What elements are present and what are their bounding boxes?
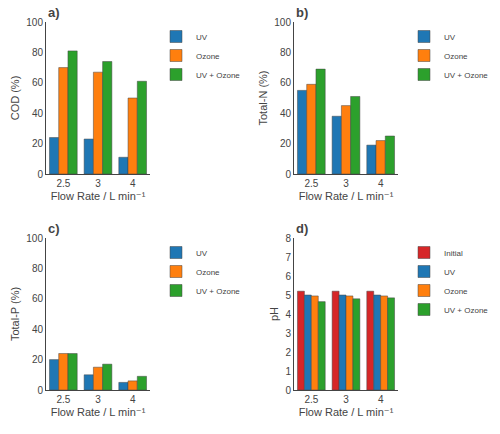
svg-text:UV: UV — [444, 268, 456, 277]
svg-text:a): a) — [48, 5, 60, 20]
svg-text:5: 5 — [285, 290, 291, 301]
svg-text:Flow Rate / L min⁻¹: Flow Rate / L min⁻¹ — [51, 190, 146, 202]
svg-text:UV: UV — [196, 33, 208, 42]
svg-text:100: 100 — [26, 233, 43, 244]
svg-text:60: 60 — [280, 77, 292, 88]
svg-text:d): d) — [296, 221, 308, 236]
svg-text:7: 7 — [285, 252, 291, 263]
svg-text:4: 4 — [285, 309, 291, 320]
svg-text:20: 20 — [32, 354, 44, 365]
svg-text:0: 0 — [285, 169, 291, 180]
svg-text:Ozone: Ozone — [444, 287, 468, 296]
svg-text:20: 20 — [280, 138, 292, 149]
svg-text:UV: UV — [444, 33, 456, 42]
svg-text:20: 20 — [32, 138, 44, 149]
svg-text:0: 0 — [37, 169, 43, 180]
svg-text:b): b) — [296, 5, 308, 20]
svg-text:2.5: 2.5 — [56, 394, 70, 405]
svg-text:Total-P (%): Total-P (%) — [9, 287, 21, 341]
svg-text:3: 3 — [95, 178, 101, 189]
svg-text:2.5: 2.5 — [304, 394, 318, 405]
svg-text:40: 40 — [280, 108, 292, 119]
svg-text:UV + Ozone: UV + Ozone — [196, 287, 240, 296]
svg-text:3: 3 — [95, 394, 101, 405]
svg-text:2.5: 2.5 — [304, 178, 318, 189]
svg-text:Ozone: Ozone — [196, 268, 220, 277]
svg-text:4: 4 — [130, 394, 136, 405]
svg-text:2: 2 — [285, 347, 291, 358]
svg-text:UV + Ozone: UV + Ozone — [196, 71, 240, 80]
svg-text:6: 6 — [285, 271, 291, 282]
svg-text:3: 3 — [343, 394, 349, 405]
svg-text:UV + Ozone: UV + Ozone — [444, 306, 488, 315]
svg-text:Initial: Initial — [444, 249, 463, 258]
svg-text:0: 0 — [37, 385, 43, 396]
svg-text:8: 8 — [285, 233, 291, 244]
svg-text:3: 3 — [343, 178, 349, 189]
svg-text:Total-N (%): Total-N (%) — [257, 70, 269, 125]
svg-text:Ozone: Ozone — [444, 52, 468, 61]
svg-text:pH: pH — [268, 307, 280, 321]
svg-text:0: 0 — [285, 385, 291, 396]
svg-text:60: 60 — [32, 293, 44, 304]
svg-text:Flow Rate / L min⁻¹: Flow Rate / L min⁻¹ — [299, 190, 394, 202]
svg-text:60: 60 — [32, 77, 44, 88]
svg-text:COD (%): COD (%) — [9, 76, 21, 121]
svg-text:4: 4 — [378, 178, 384, 189]
svg-text:Ozone: Ozone — [196, 52, 220, 61]
svg-text:80: 80 — [32, 263, 44, 274]
svg-text:40: 40 — [32, 324, 44, 335]
svg-text:100: 100 — [26, 17, 43, 28]
svg-text:1: 1 — [285, 366, 291, 377]
svg-text:Flow Rate / L min⁻¹: Flow Rate / L min⁻¹ — [51, 406, 146, 418]
svg-text:40: 40 — [32, 108, 44, 119]
svg-text:80: 80 — [280, 47, 292, 58]
svg-text:4: 4 — [130, 178, 136, 189]
svg-text:80: 80 — [32, 47, 44, 58]
svg-text:UV + Ozone: UV + Ozone — [444, 71, 488, 80]
svg-text:c): c) — [48, 221, 60, 236]
svg-text:3: 3 — [285, 328, 291, 339]
svg-text:100: 100 — [274, 17, 291, 28]
svg-text:4: 4 — [378, 394, 384, 405]
svg-text:Flow Rate / L min⁻¹: Flow Rate / L min⁻¹ — [299, 406, 394, 418]
svg-text:2.5: 2.5 — [56, 178, 70, 189]
svg-text:UV: UV — [196, 249, 208, 258]
